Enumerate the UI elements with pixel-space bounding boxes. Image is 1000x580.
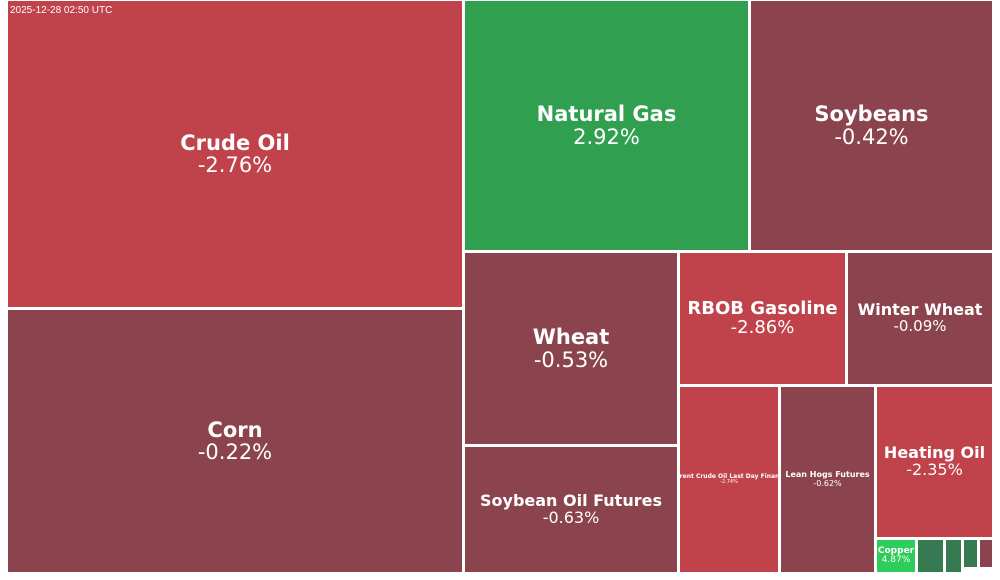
tile-change: -0.63% [542, 507, 600, 527]
treemap-tile[interactable] [979, 539, 993, 568]
treemap-tile[interactable]: Lean Hogs Futures -0.62% [780, 386, 875, 573]
treemap-tile[interactable]: Winter Wheat -0.09% [847, 252, 993, 385]
tile-change: -2.76% [197, 153, 273, 177]
timestamp: 2025-12-28 02:50 UTC [10, 5, 113, 16]
tile-change: -0.22% [197, 440, 273, 464]
tile-change: 2.92% [573, 124, 640, 149]
tile-name: Heating Oil [883, 443, 986, 463]
tile-name: Brent Crude Oil Last Day Financ [679, 472, 779, 480]
tile-change: -2.35% [906, 460, 963, 479]
tile-name: Soybeans [814, 102, 929, 127]
tile-name: Soybean Oil Futures [480, 490, 662, 510]
tile-name: Wheat [532, 325, 610, 350]
tile-change: -0.42% [834, 124, 909, 149]
tile-name: Natural Gas [536, 102, 677, 127]
treemap-tile[interactable]: Brent Crude Oil Last Day Financ -2.74% [679, 386, 779, 573]
treemap-tile[interactable] [917, 539, 944, 573]
treemap-tile[interactable]: Natural Gas 2.92% [464, 0, 749, 251]
treemap-tile[interactable]: RBOB Gasoline -2.86% [679, 252, 846, 385]
treemap-tile[interactable]: Crude Oil -2.76% [7, 0, 463, 308]
tile-change: -2.86% [730, 316, 795, 338]
tile-name: Lean Hogs Futures [785, 470, 870, 480]
treemap-tile[interactable] [945, 539, 962, 573]
tile-change: 4.87% [881, 555, 911, 565]
tile-change: -2.74% [720, 479, 738, 486]
treemap-tile[interactable]: Soybean Oil Futures -0.63% [464, 446, 678, 573]
tile-change: -0.09% [893, 317, 947, 336]
treemap-tile[interactable]: Copper 4.87% [876, 539, 916, 573]
tile-change: -0.62% [813, 478, 842, 488]
tile-name: Crude Oil [180, 130, 290, 155]
treemap-tile[interactable]: Corn -0.22% [7, 309, 463, 573]
tile-change: -0.53% [533, 347, 609, 372]
tile-name: RBOB Gasoline [687, 297, 838, 319]
tile-name: Copper [877, 545, 915, 556]
treemap-tile[interactable]: Heating Oil -2.35% [876, 386, 993, 538]
treemap-tile[interactable]: Wheat -0.53% [464, 252, 678, 445]
tile-name: Corn [207, 417, 263, 442]
treemap-tile[interactable]: Soybeans -0.42% [750, 0, 993, 251]
tile-name: Winter Wheat [857, 300, 983, 320]
treemap-tile[interactable] [963, 539, 978, 568]
